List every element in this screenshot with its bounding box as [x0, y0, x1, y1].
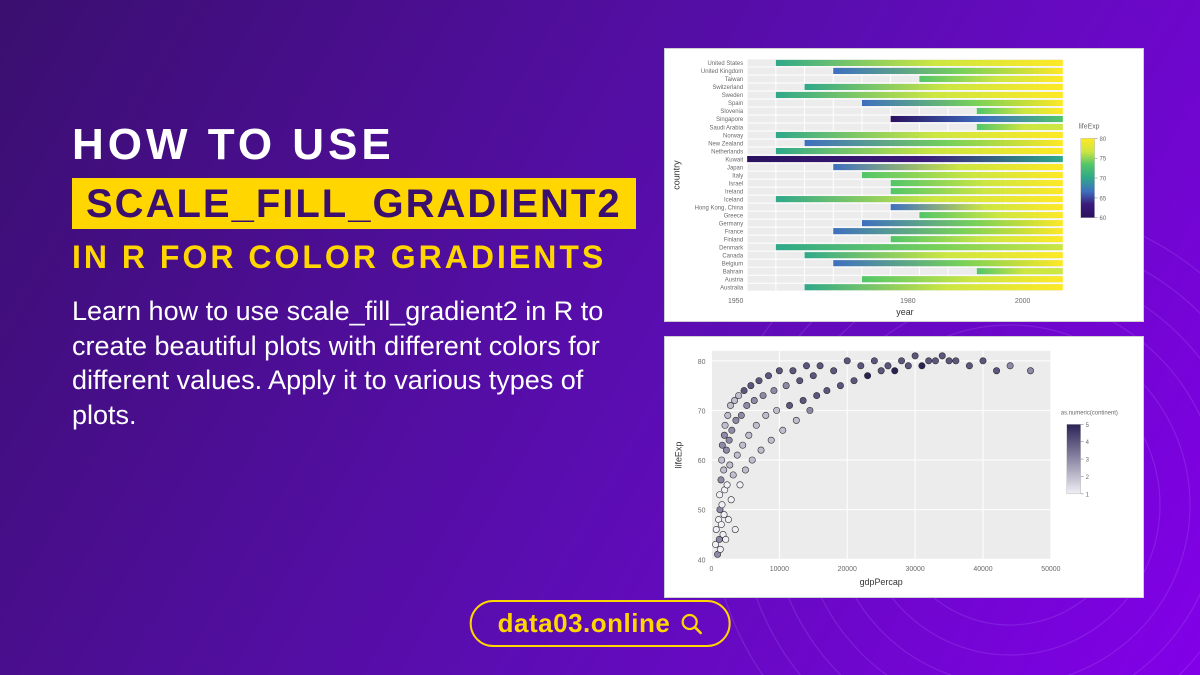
- svg-text:50: 50: [698, 508, 706, 515]
- title-line-3: IN R FOR COLOR GRADIENTS: [72, 239, 632, 276]
- scatter-svg: 0 10000 20000 30000 40000 50000 40 50 60 70 80 gdpP…: [665, 337, 1143, 597]
- svg-text:Australia: Australia: [720, 285, 744, 291]
- svg-text:Ireland: Ireland: [725, 189, 743, 195]
- svg-text:1980: 1980: [900, 298, 916, 305]
- description-paragraph: Learn how to use scale_fill_gradient2 in…: [72, 294, 632, 432]
- svg-text:70: 70: [698, 408, 706, 415]
- svg-text:75: 75: [1100, 157, 1107, 163]
- svg-text:country: country: [672, 160, 682, 190]
- svg-text:United Kingdom: United Kingdom: [701, 69, 743, 75]
- svg-text:Finland: Finland: [724, 237, 743, 243]
- svg-text:as.numeric(continent): as.numeric(continent): [1061, 410, 1118, 416]
- svg-text:60: 60: [698, 458, 706, 465]
- svg-text:Greece: Greece: [724, 213, 744, 219]
- svg-text:Spain: Spain: [728, 101, 743, 107]
- svg-text:France: France: [725, 229, 744, 235]
- svg-text:Israel: Israel: [729, 181, 744, 187]
- svg-text:5: 5: [1086, 423, 1090, 429]
- heatmap-svg: United States United Kingdom Taiwan Switzer…: [665, 49, 1143, 321]
- svg-text:80: 80: [1100, 137, 1107, 143]
- svg-text:30000: 30000: [905, 566, 924, 573]
- svg-text:Taiwan: Taiwan: [725, 77, 743, 83]
- svg-text:2: 2: [1086, 475, 1089, 481]
- svg-text:40000: 40000: [973, 566, 992, 573]
- svg-text:gdpPercap: gdpPercap: [860, 577, 903, 587]
- left-column: HOW TO USE SCALE_FILL_GRADIENT2 IN R FOR…: [72, 120, 632, 432]
- heatmap-chart: United States United Kingdom Taiwan Switzer…: [664, 48, 1144, 322]
- right-column: United States United Kingdom Taiwan Switzer…: [664, 48, 1144, 598]
- svg-text:10000: 10000: [770, 566, 789, 573]
- svg-text:Sweden: Sweden: [722, 93, 743, 99]
- svg-text:Italy: Italy: [732, 173, 743, 179]
- svg-text:Kuwait: Kuwait: [725, 157, 743, 163]
- svg-text:Switzerland: Switzerland: [712, 85, 743, 91]
- svg-text:4: 4: [1086, 440, 1090, 446]
- svg-text:Iceland: Iceland: [724, 197, 743, 203]
- brand-label: data03.online: [498, 608, 671, 639]
- svg-text:3: 3: [1086, 458, 1090, 464]
- svg-text:lifeExp: lifeExp: [674, 442, 684, 469]
- svg-text:2000: 2000: [1015, 298, 1031, 305]
- svg-text:80: 80: [698, 359, 706, 366]
- infographic-canvas: HOW TO USE SCALE_FILL_GRADIENT2 IN R FOR…: [0, 0, 1200, 675]
- svg-text:20000: 20000: [838, 566, 857, 573]
- svg-text:lifeExp: lifeExp: [1079, 123, 1100, 130]
- svg-text:Netherlands: Netherlands: [711, 149, 743, 155]
- svg-text:Hong Kong, China: Hong Kong, China: [695, 205, 744, 211]
- brand-badge: data03.online: [470, 600, 731, 647]
- code-pill: SCALE_FILL_GRADIENT2: [72, 178, 636, 229]
- svg-text:Bahrain: Bahrain: [723, 269, 743, 275]
- svg-text:Belgium: Belgium: [722, 261, 744, 267]
- svg-text:1950: 1950: [728, 298, 744, 305]
- svg-text:65: 65: [1100, 196, 1107, 202]
- svg-text:Canada: Canada: [722, 253, 743, 259]
- title-line-1: HOW TO USE: [72, 120, 632, 170]
- svg-text:0: 0: [710, 566, 714, 573]
- svg-text:Denmark: Denmark: [719, 245, 743, 251]
- svg-text:New Zealand: New Zealand: [708, 141, 743, 147]
- svg-text:Norway: Norway: [723, 133, 743, 139]
- svg-text:Slovenia: Slovenia: [720, 109, 743, 115]
- svg-text:Germany: Germany: [719, 221, 743, 227]
- svg-text:Singapore: Singapore: [716, 117, 744, 123]
- svg-text:United States: United States: [708, 61, 744, 67]
- search-icon: [680, 613, 702, 635]
- svg-text:Austria: Austria: [725, 277, 744, 283]
- svg-text:70: 70: [1100, 177, 1107, 183]
- svg-text:year: year: [896, 307, 913, 317]
- svg-text:50000: 50000: [1041, 566, 1060, 573]
- svg-text:Saudi Arabia: Saudi Arabia: [710, 125, 744, 131]
- svg-text:40: 40: [698, 557, 706, 564]
- svg-text:1: 1: [1086, 492, 1090, 498]
- svg-text:Japan: Japan: [727, 165, 743, 171]
- scatter-chart: 0 10000 20000 30000 40000 50000 40 50 60 70 80 gdpP…: [664, 336, 1144, 598]
- svg-text:60: 60: [1100, 216, 1107, 222]
